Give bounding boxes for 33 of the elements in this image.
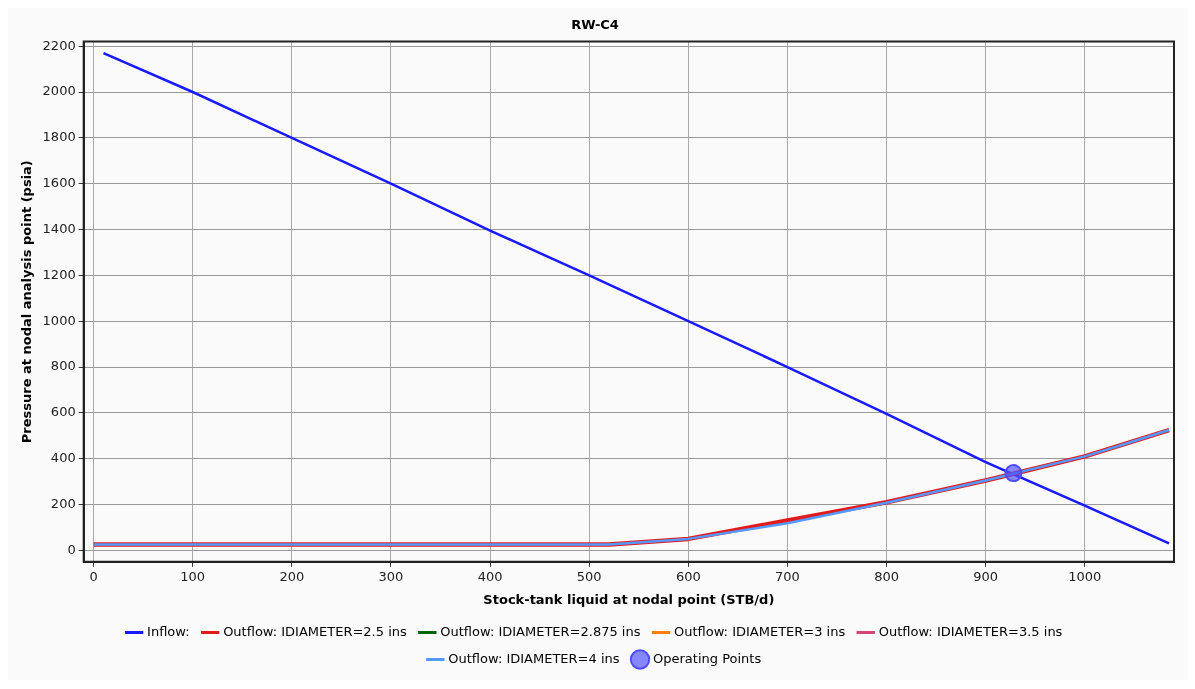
y-tick-label: 600 <box>50 404 76 420</box>
legend-label: Outflow: IDIAMETER=3 ins <box>673 623 846 639</box>
y-tick-label: 2200 <box>42 37 76 53</box>
legend-label: Outflow: IDIAMETER=4 ins <box>448 650 620 666</box>
y-tick-label: 400 <box>50 450 76 466</box>
legend-label: Outflow: IDIAMETER=2.875 ins <box>440 623 641 639</box>
y-tick-label: 0 <box>67 541 76 557</box>
x-tick-label: 700 <box>775 568 800 584</box>
y-tick-label: 200 <box>50 495 76 511</box>
legend-label: Inflow: <box>147 623 190 639</box>
x-tick-label: 500 <box>576 568 602 584</box>
x-tick-label: 200 <box>279 568 305 584</box>
x-tick-label: 400 <box>477 568 503 584</box>
chart-title: RW-C4 <box>571 17 619 33</box>
x-tick-label: 100 <box>180 568 206 584</box>
x-tick-label: 800 <box>874 568 899 584</box>
y-axis-title: Pressure at nodal analysis point (psia) <box>19 160 35 444</box>
y-tick-label: 1600 <box>42 175 76 191</box>
y-tick-label: 1000 <box>42 312 76 328</box>
x-tick-label: 300 <box>378 568 404 584</box>
x-tick-label: 1000 <box>1068 568 1102 584</box>
x-axis-title: Stock-tank liquid at nodal point (STB/d) <box>483 591 775 607</box>
x-tick-label: 600 <box>675 568 701 584</box>
legend-label: Outflow: IDIAMETER=2.5 ins <box>223 623 408 639</box>
y-tick-label: 1200 <box>42 266 76 282</box>
y-tick-label: 1400 <box>42 220 76 236</box>
x-tick-label: 900 <box>973 568 999 584</box>
y-tick-label: 2000 <box>42 83 76 99</box>
y-tick-label: 800 <box>50 358 76 374</box>
y-tick-label: 1800 <box>42 129 76 145</box>
legend-label: Operating Points <box>653 650 762 666</box>
legend-label: Outflow: IDIAMETER=3.5 ins <box>878 623 1063 639</box>
x-tick-label: 0 <box>89 568 98 584</box>
